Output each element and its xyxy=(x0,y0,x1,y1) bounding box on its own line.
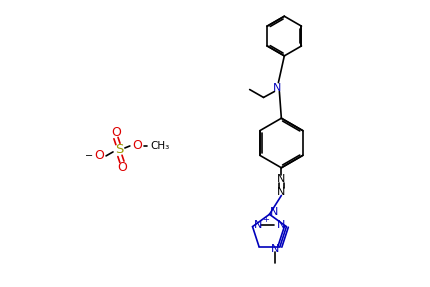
Text: −: − xyxy=(85,151,93,161)
Text: O: O xyxy=(117,161,126,174)
Text: N: N xyxy=(270,244,279,253)
Text: S: S xyxy=(114,144,123,156)
Text: O: O xyxy=(94,149,104,162)
Text: CH₃: CH₃ xyxy=(150,141,169,151)
Text: N: N xyxy=(273,83,281,92)
Text: N: N xyxy=(276,187,285,197)
Text: O: O xyxy=(111,126,121,139)
Text: N: N xyxy=(276,220,285,230)
Text: +: + xyxy=(261,215,268,224)
Text: N: N xyxy=(254,220,262,230)
Text: O: O xyxy=(132,139,141,152)
Text: N: N xyxy=(270,207,278,217)
Text: N: N xyxy=(276,174,285,184)
